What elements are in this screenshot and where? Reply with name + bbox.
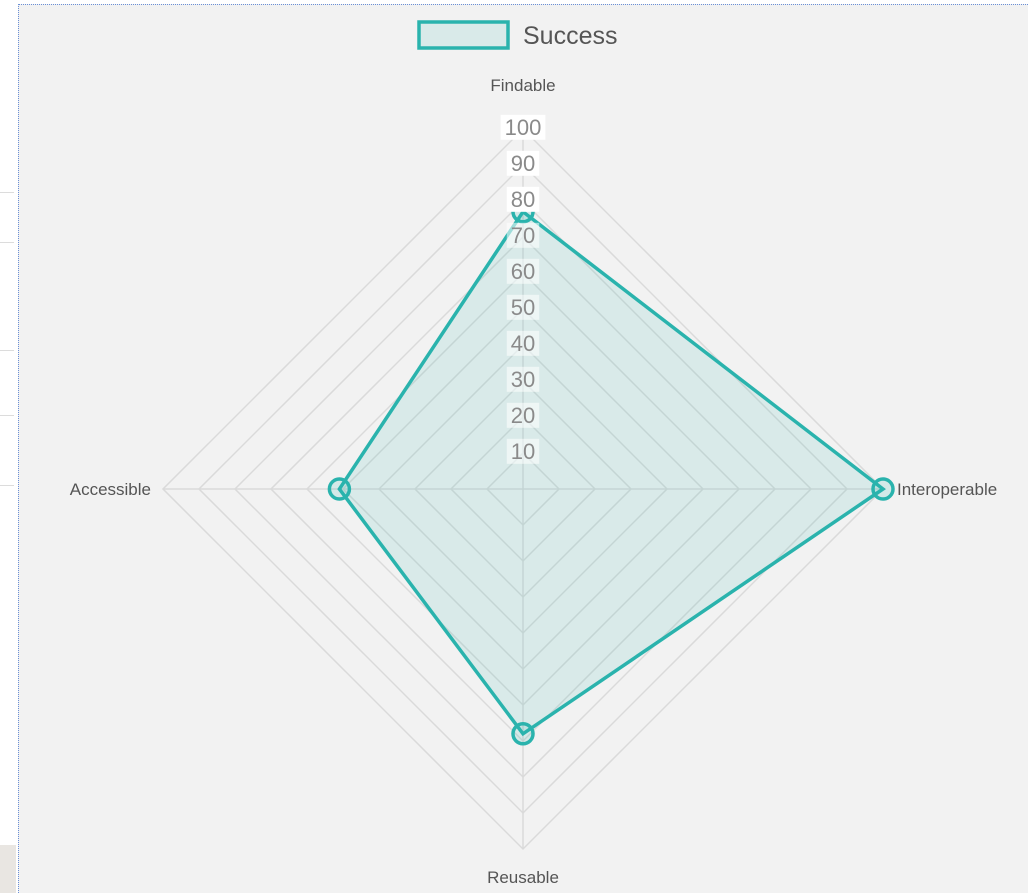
divider [0, 485, 14, 486]
data-point-accessible[interactable] [327, 477, 352, 501]
data-point-interoperable[interactable] [871, 477, 895, 501]
divider [0, 350, 14, 351]
axis-labels: Findable Interoperable Reusable Accessible [70, 76, 997, 887]
data-point-reusable[interactable] [511, 722, 535, 746]
tick-label-20: 20 [511, 403, 535, 428]
tick-label-90: 90 [511, 151, 535, 176]
legend-label-success[interactable]: Success [523, 22, 617, 50]
divider [0, 242, 14, 243]
radar-chart: 10 20 30 40 50 60 70 80 90 100 Findable Interopera… [70, 20, 997, 887]
tick-label-40: 40 [511, 331, 535, 356]
tick-label-100: 100 [505, 115, 542, 140]
tick-backdrop-100 [500, 114, 546, 140]
tick-labels: 10 20 30 40 50 60 70 80 90 100 [500, 114, 546, 464]
legend[interactable]: Success [417, 20, 617, 50]
tick-backdrop-80 [506, 186, 540, 212]
tick-label-70: 70 [511, 223, 535, 248]
tick-backdrop-60 [506, 258, 540, 284]
divider [0, 192, 14, 193]
series-layer [327, 200, 895, 746]
tick-label-50: 50 [511, 295, 535, 320]
series-area-success [337, 209, 886, 737]
chart-panel: 10 20 30 40 50 60 70 80 90 100 Findable Interopera… [18, 4, 1028, 893]
tick-backdrop-20 [506, 402, 540, 428]
tick-backdrop-90 [506, 150, 540, 176]
shadow-area [0, 845, 16, 893]
left-page-strip [0, 0, 16, 893]
tick-label-80: 80 [511, 187, 535, 212]
tick-backdrop-50 [506, 294, 540, 320]
divider [0, 415, 14, 416]
tick-backdrop-30 [506, 366, 540, 392]
tick-label-30: 30 [511, 367, 535, 392]
axis-label-accessible: Accessible [70, 480, 151, 499]
tick-backdrop-10 [506, 438, 540, 464]
axis-label-findable: Findable [490, 76, 555, 95]
tick-label-60: 60 [511, 259, 535, 284]
tick-backdrop-70 [506, 222, 540, 248]
legend-swatch-success[interactable] [417, 20, 510, 50]
axis-label-reusable: Reusable [487, 868, 559, 887]
grid-layer [161, 127, 885, 851]
axis-label-interoperable: Interoperable [897, 480, 997, 499]
tick-backdrop-40 [506, 330, 540, 356]
tick-label-10: 10 [511, 439, 535, 464]
